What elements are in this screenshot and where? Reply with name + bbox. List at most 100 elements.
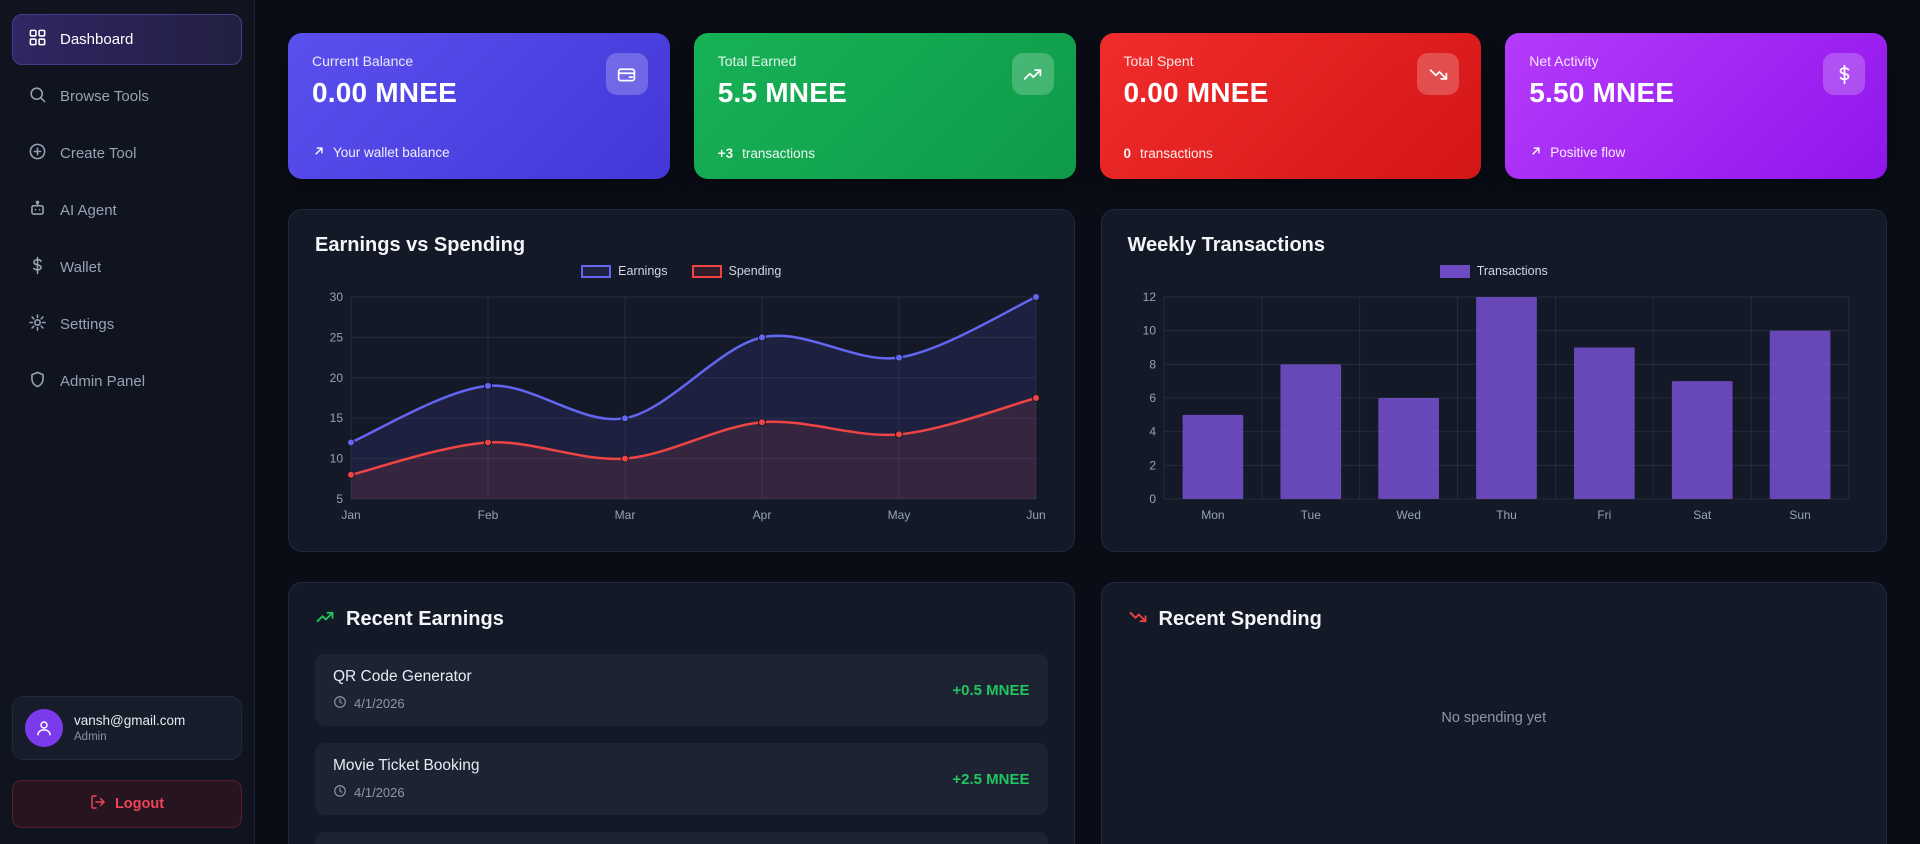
svg-text:20: 20 (330, 371, 344, 385)
svg-text:Fri: Fri (1597, 508, 1611, 522)
sidebar-item-dashboard[interactable]: Dashboard (12, 14, 242, 65)
sidebar-item-label: Browse Tools (60, 88, 149, 105)
earning-list-item: Movie Ticket Booking 4/1/2026 +2.5 MNEE (315, 743, 1048, 815)
legend-item[interactable]: Transactions (1439, 263, 1548, 279)
svg-text:10: 10 (330, 452, 344, 466)
svg-text:2: 2 (1149, 458, 1156, 472)
earning-name: Movie Ticket Booking (333, 757, 480, 774)
user-card[interactable]: vansh@gmail.com Admin (12, 696, 242, 760)
avatar (25, 709, 63, 747)
trending-up-icon (315, 607, 335, 632)
sidebar-item-label: Settings (60, 316, 115, 333)
stat-subtext: 0 transactions (1123, 146, 1213, 161)
sidebar-item-label: Dashboard (60, 31, 134, 48)
weekly-transactions-panel: Weekly Transactions Transactions 0 2 4 6 8 10… (1100, 209, 1887, 552)
trending-up-icon (1011, 53, 1054, 95)
stat-value: 5.50 MNEE (1529, 77, 1675, 108)
earning-amount: +2.5 MNEE (952, 770, 1030, 788)
charts-row: Earnings vs Spending Earnings Spending 5 1… (288, 209, 1887, 552)
svg-text:Mon: Mon (1201, 508, 1224, 522)
sidebar-item-label: Wallet (60, 259, 102, 276)
grid-icon (28, 28, 47, 51)
gear-icon (28, 313, 47, 336)
search-icon (28, 85, 47, 108)
legend-item[interactable]: Spending (691, 263, 781, 279)
stat-label: Total Spent (1123, 53, 1194, 69)
stat-card-total-earned: Total Earned 5.5 MNEE +3 transactions (693, 33, 1076, 179)
clock-icon (333, 784, 347, 801)
logout-label: Logout (114, 796, 165, 812)
sidebar-item-create-tool[interactable]: Create Tool (12, 128, 242, 179)
sidebar-item-settings[interactable]: Settings (12, 299, 242, 350)
sidebar-item-wallet[interactable]: Wallet (12, 242, 242, 293)
stat-value: 0.00 MNEE (312, 77, 457, 108)
sidebar-item-admin-panel[interactable]: Admin Panel (12, 356, 242, 407)
earning-list-item (315, 832, 1048, 844)
stats-row: Current Balance 0.00 MNEE Your wallet ba… (288, 33, 1887, 179)
stat-card-current-balance: Current Balance 0.00 MNEE Your wallet ba… (288, 33, 670, 179)
chart-legend: Earnings Spending (315, 263, 1048, 279)
svg-text:Sat: Sat (1693, 508, 1712, 522)
svg-text:Jun: Jun (1026, 508, 1045, 522)
weekly-transactions-bar-chart: 0 2 4 6 8 10 12 Mon Tue Wed Thu Fri Sat Sun (1128, 287, 1861, 527)
sidebar-item-label: Admin Panel (60, 373, 146, 390)
stat-label: Net Activity (1529, 53, 1599, 69)
svg-text:0: 0 (1149, 492, 1156, 506)
sidebar-item-label: AI Agent (60, 202, 117, 219)
logout-button[interactable]: Logout (12, 780, 242, 828)
logout-icon (90, 794, 106, 814)
sidebar: Dashboard Browse Tools Create Tool AI Ag… (0, 0, 255, 844)
panel-title: Recent Earnings (346, 608, 504, 630)
earning-date: 4/1/2026 (354, 785, 405, 800)
svg-text:May: May (888, 508, 911, 522)
user-role: Admin (74, 731, 107, 743)
legend-swatch (581, 264, 612, 278)
stat-subtext: Positive flow (1529, 144, 1865, 161)
panel-title: Recent Spending (1158, 608, 1322, 630)
chart-title: Weekly Transactions (1127, 234, 1326, 256)
svg-text:12: 12 (1142, 290, 1156, 304)
bot-icon (28, 199, 47, 222)
dollar-sign-icon (1823, 53, 1865, 95)
svg-text:Sun: Sun (1789, 508, 1810, 522)
dollar-icon (28, 256, 47, 279)
stat-card-net-activity: Net Activity 5.50 MNEE Positive flow (1505, 33, 1887, 179)
trending-down-icon (1417, 53, 1460, 95)
sidebar-item-ai-agent[interactable]: AI Agent (12, 185, 242, 236)
sidebar-item-browse-tools[interactable]: Browse Tools (12, 71, 242, 122)
stat-label: Total Earned (717, 53, 797, 69)
arrow-up-right-icon (1529, 144, 1543, 161)
stat-subtext: +3 transactions (717, 146, 815, 161)
legend-item[interactable]: Earnings (581, 263, 668, 279)
chart-legend: Transactions (1128, 263, 1861, 279)
svg-text:15: 15 (330, 411, 344, 425)
earnings-spending-panel: Earnings vs Spending Earnings Spending 5 1… (288, 209, 1075, 552)
svg-text:8: 8 (1149, 357, 1156, 371)
svg-text:Mar: Mar (615, 508, 636, 522)
svg-text:Feb: Feb (478, 508, 499, 522)
svg-text:25: 25 (330, 330, 344, 344)
chart-title: Earnings vs Spending (315, 234, 526, 256)
sidebar-nav: Dashboard Browse Tools Create Tool AI Ag… (12, 14, 242, 696)
stat-value: 0.00 MNEE (1123, 77, 1269, 108)
svg-text:5: 5 (336, 492, 343, 506)
svg-text:Thu: Thu (1496, 508, 1517, 522)
svg-text:Jan: Jan (341, 508, 360, 522)
arrow-up-right-icon (312, 144, 326, 161)
svg-text:4: 4 (1149, 425, 1156, 439)
svg-text:Tue: Tue (1300, 508, 1321, 522)
recent-spending-panel: Recent Spending No spending yet (1100, 582, 1887, 844)
sidebar-item-label: Create Tool (60, 145, 137, 162)
svg-text:Apr: Apr (753, 508, 772, 522)
svg-text:Wed: Wed (1396, 508, 1420, 522)
trending-down-icon (1128, 607, 1148, 632)
svg-text:10: 10 (1142, 324, 1156, 338)
earning-amount: +0.5 MNEE (952, 681, 1030, 699)
svg-text:30: 30 (330, 290, 344, 304)
stat-label: Current Balance (312, 53, 414, 69)
stat-subtext: Your wallet balance (312, 144, 648, 161)
shield-icon (28, 370, 47, 393)
stat-value: 5.5 MNEE (717, 77, 847, 108)
earning-date: 4/1/2026 (354, 696, 405, 711)
plus-circle-icon (28, 142, 47, 165)
